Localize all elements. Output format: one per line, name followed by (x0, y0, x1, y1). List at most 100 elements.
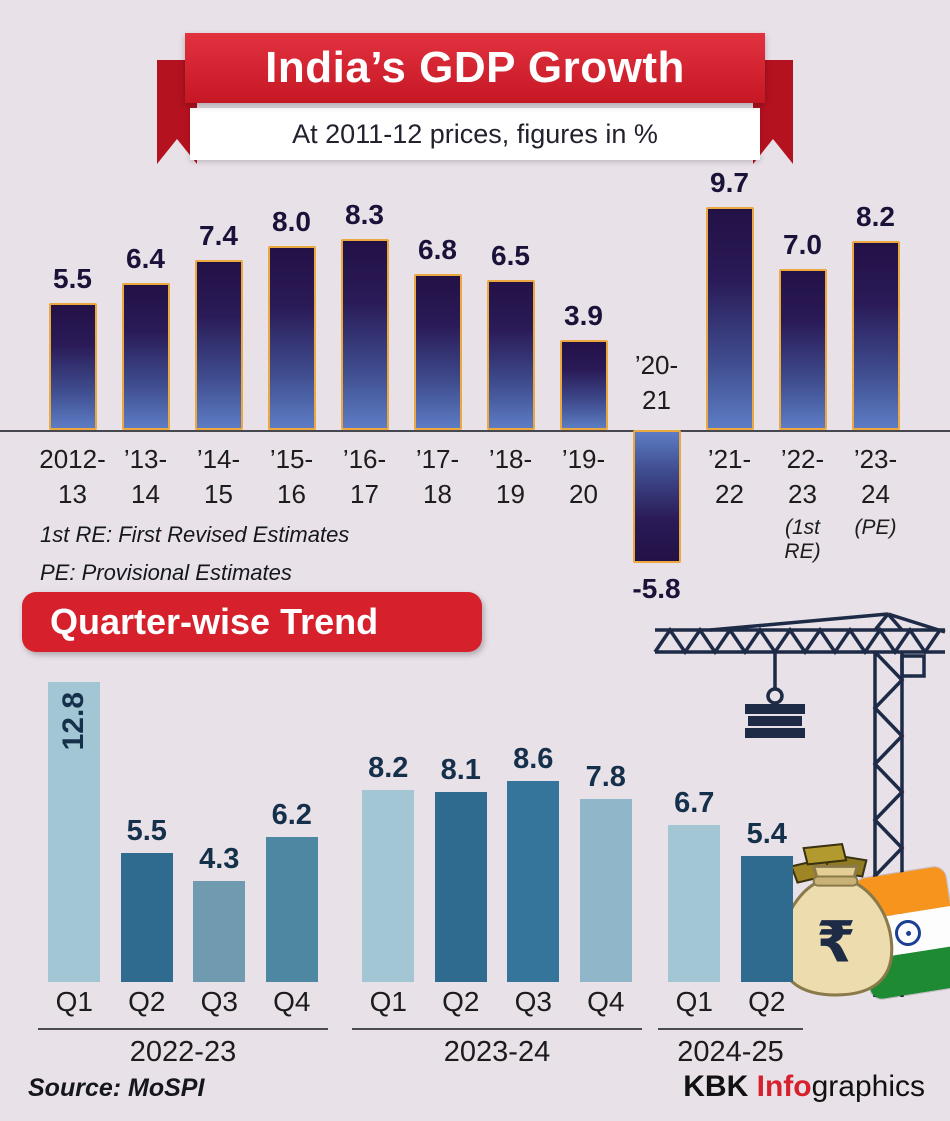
quarter-bar-label: Q1 (675, 986, 713, 1017)
quarter-bar-label: Q3 (514, 986, 552, 1017)
annual-bar-column: 6.4 ’13- 14 (109, 150, 182, 620)
title-ribbon: India’s GDP Growth (185, 33, 765, 103)
quarter-bar-label: Q2 (128, 986, 166, 1017)
quarter-bar-label: Q4 (273, 986, 311, 1017)
quarter-bar (120, 853, 173, 982)
quarter-bar-value: 8.6 (513, 743, 554, 775)
quarter-bar-column: 5.4 (735, 818, 799, 982)
quarter-group: 8.2 8.1 8.6 7.8 Q1 Q2 Q3 Q4 2023-24 (352, 650, 642, 1069)
annual-bar (267, 246, 316, 430)
annual-bar-label: ’14- 15 (196, 444, 241, 509)
quarter-group-year: 2023-24 (443, 1036, 551, 1068)
quarter-bar-value: 6.2 (271, 799, 312, 831)
quarter-group-year: 2022-23 (129, 1036, 237, 1068)
quarter-bar (579, 799, 632, 982)
annual-bar-label: ’18- 19 (488, 444, 533, 509)
annual-bar (778, 269, 827, 430)
annual-bar-value: 8.0 (272, 206, 311, 237)
quarter-bar (668, 825, 721, 982)
quarter-bar (265, 837, 318, 982)
annual-bar (194, 260, 243, 430)
annual-bar (121, 283, 170, 430)
annual-bar-value: 7.0 (783, 229, 822, 260)
rupee-symbol: ₹ (816, 910, 855, 976)
annual-bar-value: 7.4 (199, 220, 238, 251)
annual-bar-label: ’17- 18 (415, 444, 460, 509)
annual-bar-column: 8.0 ’15- 16 (255, 150, 328, 620)
quarter-bar (193, 881, 246, 982)
quarter-bar (507, 781, 560, 982)
annual-bar (48, 303, 97, 430)
annual-bar (413, 274, 462, 430)
quarter-bar-value: 6.7 (674, 787, 715, 819)
annual-bar-label: 2012- 13 (39, 444, 106, 509)
quarter-bar-value: 4.3 (199, 843, 240, 875)
quarter-group-underline (352, 1028, 642, 1030)
annual-bar-value: 6.5 (491, 240, 530, 271)
x-axis-line (0, 430, 950, 432)
annual-bar-value: -5.8 (632, 573, 681, 604)
annual-bar (486, 280, 535, 430)
annual-bar-value: 5.5 (53, 263, 92, 294)
subtitle-strip: At 2011-12 prices, figures in % (190, 108, 760, 160)
annual-bar-value: 9.7 (710, 167, 749, 198)
annual-bar-column: 7.4 ’14- 15 (182, 150, 255, 620)
annual-bar-note: (1st RE) (784, 516, 821, 563)
quarter-groups-layer: 12.8 5.5 4.3 6.2 Q1 Q2 Q3 Q4 2022-23 8.2 8.1 8.6 7.8… (0, 650, 950, 1080)
annual-bar-column: 6.8 ’17- 18 (401, 150, 474, 620)
annual-bar-value: 8.2 (856, 201, 895, 232)
construction-crane-illustration (653, 612, 946, 997)
quarter-group: 6.7 5.4 Q1 Q2 2024-25 (658, 650, 803, 1069)
annual-bar-label: ’21- 22 (707, 444, 752, 509)
quarter-bar-label: Q3 (200, 986, 238, 1017)
annual-gdp-chart: 5.5 2012- 13 6.4 ’13- 14 7.4 ’14- 15 8.0 ’15- 16 8.3… (0, 150, 950, 620)
brand-kbk: KBK (683, 1070, 757, 1103)
quarter-bar-column: 8.2 (356, 752, 420, 982)
quarter-section-banner: Quarter-wise Trend (22, 592, 482, 652)
quarter-bar-value: 12.8 (57, 692, 91, 751)
annual-bar-label: ’13- 14 (123, 444, 168, 509)
quarter-bar (434, 792, 487, 982)
quarter-bar-value: 8.1 (440, 754, 481, 786)
quarter-bar (740, 856, 793, 982)
annual-bar-value: 6.8 (418, 234, 457, 265)
quarter-bar-value: 5.5 (126, 815, 167, 847)
quarter-bar-column: 5.5 (115, 815, 179, 982)
annual-bars-layer: 5.5 2012- 13 6.4 ’13- 14 7.4 ’14- 15 8.0 ’15- 16 8.3… (0, 150, 950, 620)
annual-bar (340, 239, 389, 430)
brand-graphics: graphics (811, 1070, 925, 1103)
quarter-bar-label: Q2 (748, 986, 786, 1017)
quarterly-gdp-chart: 12.8 5.5 4.3 6.2 Q1 Q2 Q3 Q4 2022-23 8.2 8.1 8.6 7.8… (0, 650, 950, 1080)
crane-hanging-load (745, 704, 805, 738)
annual-bar-column: 8.2 ’23- 24 (PE) (839, 150, 912, 620)
annual-bar-value: 8.3 (345, 199, 384, 230)
footnote-pe: PE: Provisional Estimates (40, 560, 292, 585)
annual-bar-label: ’20- 21 (634, 350, 679, 415)
source-credit: Source: MoSPI (28, 1074, 205, 1102)
quarter-bar-value: 7.8 (585, 761, 626, 793)
quarter-bar-column: 6.7 (662, 787, 726, 982)
annual-bar-column: 8.3 ’16- 17 (328, 150, 401, 620)
quarter-bar-column: 6.2 (260, 799, 324, 982)
quarter-bar: 12.8 (48, 682, 101, 982)
annual-bar-note: (PE) (854, 516, 897, 539)
annual-bar-column: 9.7 ’21- 22 (693, 150, 766, 620)
brand-logo: KBK Infographics (683, 1070, 925, 1104)
quarter-bar-label: Q4 (587, 986, 625, 1017)
quarter-bar (362, 790, 415, 982)
annual-bar-label: ’22- 23 (780, 444, 825, 509)
annual-bar-column: 5.5 2012- 13 (36, 150, 109, 620)
quarter-bar-column: 8.6 (501, 743, 565, 982)
quarter-group-underline (658, 1028, 803, 1030)
annual-bar-column: 7.0 ’22- 23 (1st RE) (766, 150, 839, 620)
annual-bar (632, 430, 681, 563)
annual-bar-value: 6.4 (126, 243, 165, 274)
quarter-bar-column: 8.1 (429, 754, 493, 982)
quarter-bar-column: 4.3 (187, 843, 251, 982)
quarter-bar-label: Q1 (55, 986, 93, 1017)
annual-bar-value: 3.9 (564, 300, 603, 331)
quarter-bar-value: 8.2 (368, 752, 409, 784)
money-bag-illustration: ₹ (778, 843, 894, 997)
annual-bar (851, 241, 900, 430)
